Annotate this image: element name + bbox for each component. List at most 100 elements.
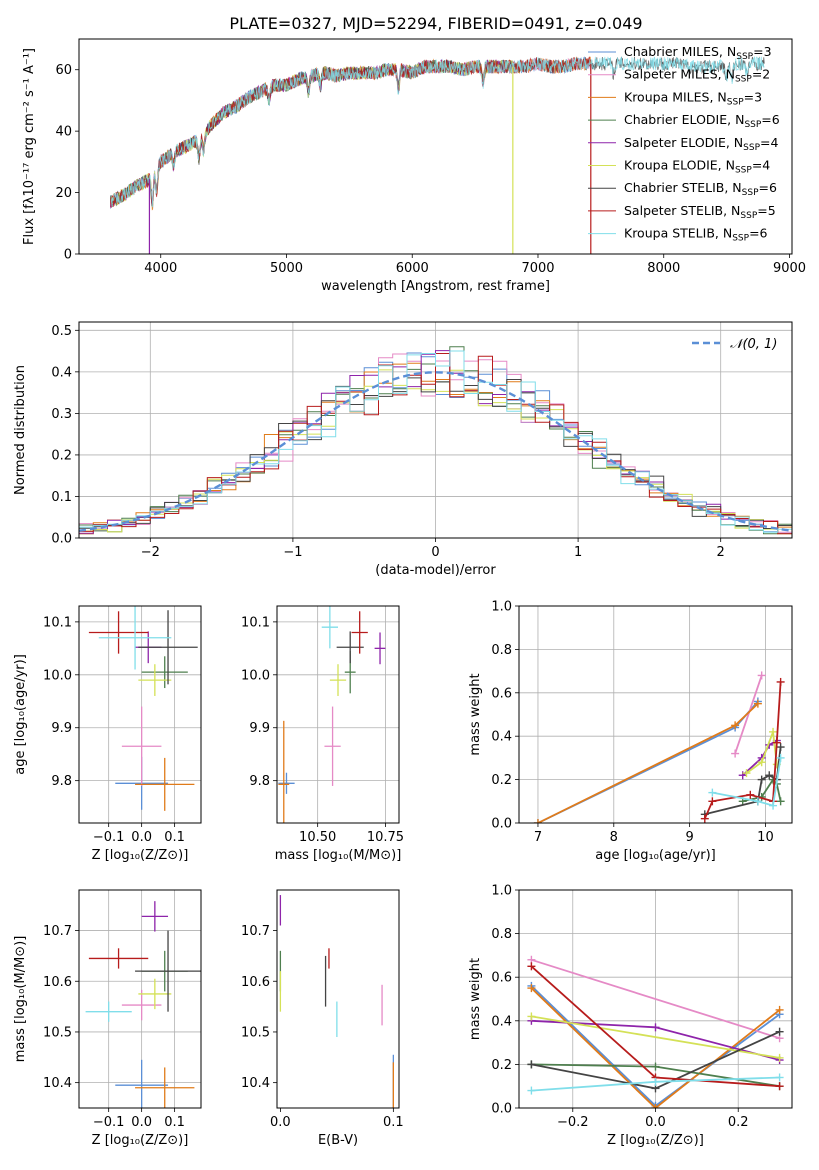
weight-marker	[753, 797, 762, 806]
weight-marker	[757, 775, 766, 784]
y-tick-label: 10.5	[43, 1025, 72, 1040]
legend-text: Salpeter STELIB, N	[624, 203, 740, 218]
chart-mass-vs-z: −0.1 0.0 0.1 10.4 10.5 10.6 10.7 Z [log₁₀(Z/Z⊙)…	[13, 889, 202, 1148]
y-tick-label: 1.0	[491, 884, 512, 899]
y-tick-label: 10.5	[241, 1025, 270, 1040]
data-point	[278, 772, 295, 794]
legend-sub: SSP	[742, 188, 759, 198]
chart-age-vs-z: −0.1 0.0 0.1 9.8 9.9 10.0 10.1 Z [log₁₀(Z/Z⊙)] a…	[13, 605, 202, 863]
x-tick-label: 0.0	[131, 1115, 152, 1130]
data-point	[135, 930, 201, 1012]
x-axis-label: E(B-V)	[318, 1133, 358, 1148]
y-tick-label: 0.5	[51, 324, 72, 339]
data-point	[85, 1001, 132, 1022]
legend-label: 𝒩(0, 1)	[730, 337, 777, 352]
data-point	[138, 978, 172, 1010]
weight-marker	[651, 1104, 660, 1108]
plot-area	[527, 955, 784, 1108]
x-tick-label: 1	[574, 545, 582, 560]
weight-marker	[776, 677, 785, 686]
figure-title: PLATE=0327, MJD=52294, FIBERID=0491, z=0…	[229, 14, 642, 33]
x-tick-label: 9000	[773, 261, 806, 276]
legend-label: Salpeter STELIB, NSSP=5	[624, 203, 776, 221]
y-tick-label: 10.4	[43, 1076, 72, 1091]
data-point	[374, 632, 386, 665]
chart-weight-vs-age: 7 8 9 10 0.0 0.2 0.4 0.6 0.8 1.0 age [log₁₀(age/yr…	[468, 600, 793, 863]
data-point	[115, 1059, 169, 1108]
x-axis-label: mass [log₁₀(M/M⊙)]	[275, 848, 402, 863]
weight-marker	[776, 743, 785, 752]
weight-marker	[757, 671, 766, 680]
legend-tail: =5	[757, 203, 775, 218]
x-axis-label: (data-model)/error	[375, 563, 496, 578]
y-axis-label: Flux [fλ10⁻¹⁷ erg cm⁻² s⁻¹ A⁻¹]	[22, 48, 37, 245]
data-point	[321, 606, 338, 649]
legend-tail: =4	[752, 158, 770, 173]
data-point	[138, 610, 198, 685]
weight-line	[734, 675, 763, 754]
weight-marker	[527, 984, 536, 993]
legend-text: Salpeter MILES, N	[624, 67, 735, 82]
legend-text: Salpeter ELODIE, N	[624, 135, 743, 150]
x-axis-label: Z [log₁₀(Z/Z⊙)]	[607, 1133, 704, 1148]
legend-label: Kroupa ELODIE, NSSP=4	[624, 158, 770, 176]
weight-marker	[651, 1077, 660, 1086]
y-tick-label: 10.1	[241, 615, 270, 630]
y-tick-label: 9.8	[249, 774, 270, 789]
y-tick-label: 9.9	[51, 721, 72, 736]
weight-marker	[527, 1060, 536, 1069]
weight-marker	[775, 1027, 784, 1036]
data-point	[351, 611, 368, 654]
y-tick-label: 0.4	[491, 1014, 512, 1029]
weight-marker	[700, 814, 709, 823]
y-tick-label: 1.0	[491, 600, 512, 615]
plot-area	[533, 671, 785, 823]
data-point	[121, 706, 162, 786]
x-tick-label: 2	[717, 545, 725, 560]
data-point	[141, 901, 169, 932]
x-axis-label: wavelength [Angstrom, rest frame]	[321, 279, 550, 294]
legend-text: Kroupa ELODIE, N	[624, 158, 735, 173]
y-tick-label: 0.8	[491, 643, 512, 658]
axes-frame	[78, 889, 202, 1109]
data-point	[329, 664, 347, 696]
plot-area	[88, 606, 198, 811]
plot-area	[79, 346, 792, 538]
legend-tail: =6	[761, 112, 779, 127]
data-point	[88, 611, 149, 654]
weight-marker	[527, 1086, 536, 1095]
chart-spectrum: 4000 5000 6000 7000 8000 9000 0 20 40 60 wavelengt…	[22, 38, 806, 294]
y-tick-label: 10.1	[43, 615, 72, 630]
data-point	[135, 757, 195, 811]
legend-sub: SSP	[735, 75, 752, 85]
weight-marker	[527, 1012, 536, 1021]
y-tick-label: 20	[55, 186, 72, 201]
weight-marker	[775, 1082, 784, 1091]
y-tick-label: 9.9	[249, 721, 270, 736]
legend-tail: =2	[752, 67, 770, 82]
y-tick-label: 10.6	[241, 975, 270, 990]
y-tick-label: 0.2	[491, 773, 512, 788]
x-tick-label: 0.0	[270, 1115, 291, 1130]
x-axis-label: Z [log₁₀(Z/Z⊙)]	[92, 1133, 189, 1148]
legend-label: Kroupa STELIB, NSSP=6	[624, 226, 768, 244]
legend-tail: =4	[760, 135, 778, 150]
data-point	[135, 1067, 195, 1108]
legend-tail: =3	[753, 44, 771, 59]
x-tick-label: 0.1	[383, 1115, 404, 1130]
weight-line	[530, 987, 781, 1108]
weight-marker	[775, 1005, 784, 1014]
spectrum-line	[110, 55, 765, 208]
x-tick-label: 10	[757, 830, 774, 845]
x-tick-label: −0.1	[93, 1115, 125, 1130]
weight-marker	[765, 771, 774, 780]
chart-age-vs-mass: 10.50 10.75 9.8 9.9 10.0 10.1 mass [log₁₀(M/M⊙…	[241, 605, 404, 863]
y-tick-label: 10.0	[241, 668, 270, 683]
legend-tail: =6	[749, 226, 767, 241]
y-tick-label: 10.6	[43, 975, 72, 990]
y-tick-label: 0.6	[491, 686, 512, 701]
x-tick-label: 4000	[144, 261, 177, 276]
y-tick-label: 10.7	[241, 924, 270, 939]
y-tick-label: 10.7	[43, 924, 72, 939]
